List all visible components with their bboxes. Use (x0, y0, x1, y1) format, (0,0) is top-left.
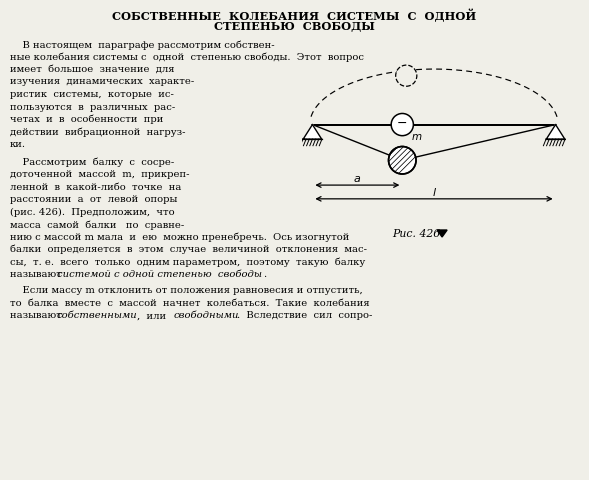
Text: В настоящем  параграфе рассмотрим собствен-: В настоящем параграфе рассмотрим собстве… (10, 40, 274, 49)
Text: m: m (412, 132, 422, 143)
Text: ленной  в  какой-либо  точке  на: ленной в какой-либо точке на (10, 182, 181, 192)
Text: свободными: свободными (174, 311, 240, 320)
Text: действии  вибрационной  нагруз-: действии вибрационной нагруз- (10, 128, 186, 137)
Text: нию с массой m мала  и  ею  можно пренебречь.  Ось изогнутой: нию с массой m мала и ею можно пренебреч… (10, 232, 349, 242)
Text: балки  определяется  в  этом  случае  величиной  отклонения  мас-: балки определяется в этом случае величин… (10, 245, 367, 254)
Text: СОБСТВЕННЫЕ  КОЛЕБАНИЯ  СИСТЕМЫ  С  ОДНОЙ: СОБСТВЕННЫЕ КОЛЕБАНИЯ СИСТЕМЫ С ОДНОЙ (112, 8, 476, 22)
Text: системой с одной степенью  свободы: системой с одной степенью свободы (57, 270, 262, 279)
Text: Если массу m отклонить от положения равновесия и отпустить,: Если массу m отклонить от положения равн… (10, 286, 363, 295)
Text: расстоянии  a  от  левой  опоры: расстоянии a от левой опоры (10, 195, 177, 204)
Circle shape (389, 146, 416, 174)
Text: пользуются  в  различных  рас-: пользуются в различных рас- (10, 103, 176, 111)
Text: масса  самой  балки   по  сравне-: масса самой балки по сравне- (10, 220, 184, 229)
Text: имеет  большое  значение  для: имеет большое значение для (10, 65, 174, 74)
Text: ки.: ки. (10, 140, 26, 149)
Polygon shape (303, 125, 322, 139)
Text: .  Вследствие  сил  сопро-: . Вследствие сил сопро- (237, 311, 372, 320)
Text: СТЕПЕНЬЮ  СВОБОДЫ: СТЕПЕНЬЮ СВОБОДЫ (214, 21, 375, 32)
Polygon shape (437, 230, 447, 237)
Text: называют: называют (10, 270, 65, 279)
Text: четах  и  в  особенности  при: четах и в особенности при (10, 115, 163, 124)
Text: ные колебания системы с  одной  степенью свободы.  Этот  вопрос: ные колебания системы с одной степенью с… (10, 52, 364, 62)
Text: называют: называют (10, 311, 65, 320)
Text: a: a (354, 174, 361, 184)
Text: (рис. 426).  Предположим,  что: (рис. 426). Предположим, что (10, 207, 174, 216)
Text: −: − (397, 117, 408, 130)
Text: ,  или: , или (137, 311, 173, 320)
Text: сы,  т. е.  всего  только  одним параметром,  поэтому  такую  балку: сы, т. е. всего только одним параметром,… (10, 257, 365, 267)
Text: .: . (263, 270, 266, 279)
Text: Рассмотрим  балку  с  сосре-: Рассмотрим балку с сосре- (10, 157, 174, 167)
Text: изучения  динамических  характе-: изучения динамических характе- (10, 77, 194, 86)
Text: Рис. 426: Рис. 426 (392, 229, 440, 239)
Polygon shape (547, 125, 565, 139)
Text: доточенной  массой  m,  прикреп-: доточенной массой m, прикреп- (10, 170, 190, 179)
Circle shape (391, 113, 413, 136)
Text: l: l (432, 188, 435, 197)
Text: собственными: собственными (57, 311, 138, 320)
Text: то  балка  вместе  с  массой  начнет  колебаться.  Такие  колебания: то балка вместе с массой начнет колебать… (10, 299, 370, 308)
Circle shape (396, 65, 417, 86)
Text: ристик  системы,  которые  ис-: ристик системы, которые ис- (10, 90, 174, 99)
